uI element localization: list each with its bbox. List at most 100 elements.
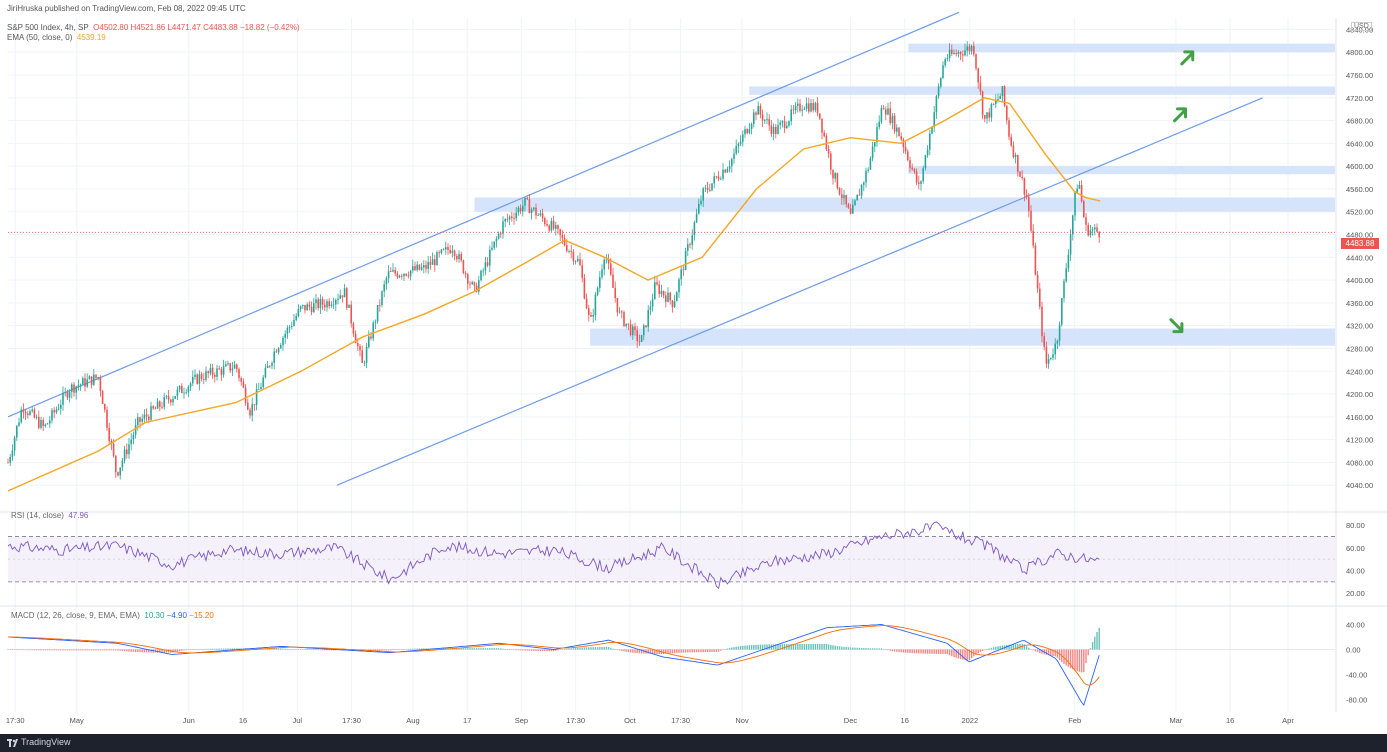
macd-histogram-bar [968,649,971,661]
macd-histogram-bar [295,649,297,650]
candle-body [1010,136,1012,146]
candle-body [401,275,403,277]
macd-histogram-bar [115,649,117,651]
price-axis-label: 4240.00 [1346,367,1373,376]
macd-histogram-bar [117,649,119,651]
candle-body [350,304,352,324]
macd-axis-label: 0.00 [1346,646,1361,655]
candle-body [1091,229,1094,231]
macd-histogram-bar [550,649,553,652]
macd-histogram-bar [165,649,168,653]
macd-histogram-bar [291,649,293,650]
macd-histogram-bar [922,649,924,654]
macd-histogram-bar [293,649,295,650]
candle-body [33,409,36,418]
rsi-line [7,521,1100,590]
candle-body [772,127,775,135]
candle-body [339,295,341,299]
candle-body [526,197,528,200]
macd-histogram-bar [673,649,676,654]
macd-histogram-bar [40,649,42,651]
candle-body [676,292,678,302]
macd-histogram-bar [797,644,799,650]
candle-body [621,311,623,313]
time-axis-label: Nov [735,716,749,725]
macd-histogram-bar [478,648,480,650]
currency-label[interactable]: USD [1351,22,1372,31]
candle-body [517,207,520,213]
candle-body [515,212,517,219]
macd-histogram-bar [33,649,36,651]
candle-body [11,450,14,457]
candle-body [218,368,220,370]
macd-histogram-bar [16,649,18,650]
macd-histogram-bar [559,649,561,650]
candle-body [73,384,75,393]
macd-histogram-bar [827,644,830,650]
macd-histogram-bar [946,649,949,655]
macd-histogram-bar [871,648,874,650]
macd-histogram-bar [64,649,66,651]
price-axis-label: 4360.00 [1346,299,1373,308]
candle-body [711,183,713,191]
macd-histogram-bar [717,649,720,652]
candle-body [801,109,803,111]
macd-histogram-bar [1056,649,1059,658]
candle-body [643,325,645,336]
candle-body [1045,346,1048,364]
macd-histogram-bar [931,649,933,654]
candle-body [737,143,740,147]
macd-histogram-bar [680,649,682,653]
candle-body [706,187,709,190]
candle-body [957,52,960,55]
rsi-value: 47.96 [68,511,89,520]
candle-body [847,204,850,209]
macd-histogram-bar [385,649,388,651]
macd-histogram-bar [1030,649,1032,650]
candle-body [104,404,106,410]
macd-histogram-bar [1052,649,1054,657]
candle-body [942,65,944,79]
candle-body [88,376,91,380]
candle-body [832,169,834,179]
macd-histogram-bar [495,648,498,650]
macd-histogram-bar [1034,649,1037,652]
candle-body [766,118,768,120]
macd-histogram-bar [57,649,60,651]
macd-histogram-bar [651,649,654,654]
candle-body [244,387,247,403]
macd-hist-value: 10.30 [144,611,165,620]
macd-histogram-bar [709,649,711,653]
macd-histogram-bar [187,649,190,650]
candle-body [779,122,781,126]
candle-body [330,304,333,307]
candle-body [141,418,143,422]
macd-histogram-bar [546,649,548,652]
macd-histogram-bar [458,648,460,650]
candle-body [574,261,577,262]
candle-body [614,287,616,299]
macd-histogram-bar [726,648,729,650]
macd-histogram-bar [788,644,790,650]
macd-histogram-bar [513,649,515,650]
candle-body [1098,231,1100,238]
candle-body [255,389,258,406]
macd-histogram-bar [739,646,742,650]
candle-body [108,427,110,442]
macd-histogram-bar [1054,649,1056,657]
macd-histogram-bar [563,649,566,650]
macd-histogram-bar [731,647,733,650]
candle-body [1023,177,1026,195]
macd-histogram-bar [143,649,146,653]
candle-body [128,444,130,455]
macd-histogram-bar [99,649,102,651]
ema-label: EMA (50, close, 0) [7,33,73,42]
candle-body [981,91,984,116]
candle-body [93,374,95,385]
macd-histogram-bar [1008,644,1010,650]
macd-histogram-bar [618,649,621,651]
candle-body [495,238,498,242]
candle-body [16,425,18,438]
price-axis-label: 4040.00 [1346,481,1373,490]
